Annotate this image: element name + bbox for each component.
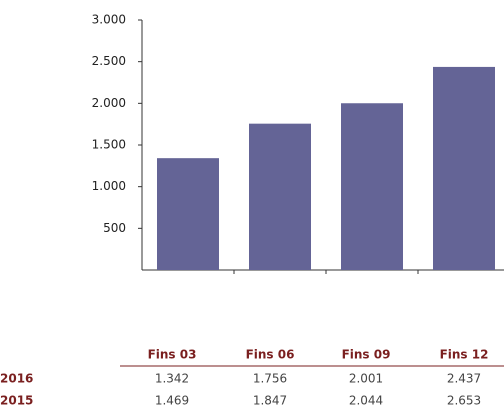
bar [157,158,219,270]
table-cell: 2.044 [349,394,383,408]
y-tick-label: 1.500 [92,138,126,152]
y-tick-label: 2.500 [92,54,126,68]
table-header: Fins 09 [342,348,391,362]
table-cell: 2.437 [447,372,481,386]
table-header: Fins 03 [148,348,197,362]
y-tick-label: 2.000 [92,96,126,110]
table-cell: 2.001 [349,372,383,386]
y-tick-label: 500 [103,221,126,235]
table-cell: 1.342 [155,372,189,386]
bar [249,123,311,271]
table-cell: 1.847 [253,394,287,408]
table-cell: 1.756 [253,372,287,386]
y-tick-label: 1.000 [92,179,126,193]
bar [341,103,403,270]
table-cell: 1.469 [155,394,189,408]
row-label: 2015 [0,394,33,408]
table-cell: 2.653 [447,394,481,408]
row-label: 2016 [0,372,33,386]
bar [433,66,495,271]
table-header: Fins 06 [246,348,295,362]
y-tick-label: 3.000 [92,13,126,27]
table-header: Fins 12 [440,348,489,362]
